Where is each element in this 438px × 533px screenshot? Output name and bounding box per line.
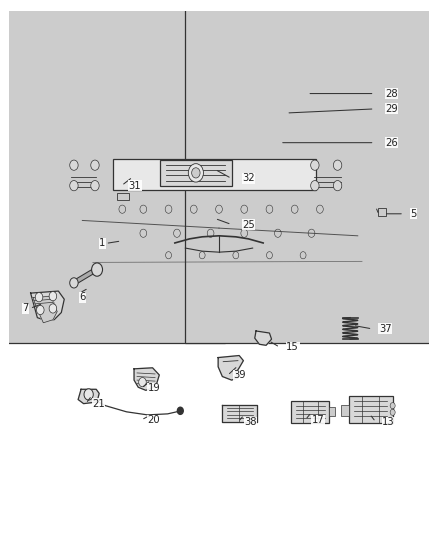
Polygon shape	[78, 389, 99, 403]
Text: 6: 6	[79, 292, 86, 302]
Circle shape	[300, 252, 306, 259]
Circle shape	[49, 304, 57, 313]
Bar	[160, 160, 232, 185]
Circle shape	[173, 229, 180, 237]
Text: 26: 26	[385, 138, 398, 148]
Circle shape	[91, 160, 99, 171]
Circle shape	[139, 377, 146, 387]
Text: 20: 20	[148, 415, 160, 425]
Text: 5: 5	[410, 209, 417, 219]
Text: 37: 37	[379, 324, 392, 334]
Bar	[378, 208, 386, 216]
Circle shape	[36, 305, 44, 314]
Circle shape	[177, 407, 183, 414]
Bar	[291, 401, 329, 423]
Circle shape	[241, 229, 247, 237]
Text: 7: 7	[22, 303, 28, 313]
Text: 25: 25	[242, 220, 255, 230]
Bar	[113, 159, 316, 190]
Circle shape	[311, 160, 319, 171]
Text: 32: 32	[242, 173, 255, 183]
Polygon shape	[31, 291, 64, 321]
Circle shape	[333, 160, 342, 171]
Polygon shape	[134, 368, 159, 390]
Polygon shape	[54, 196, 385, 279]
Text: 1: 1	[99, 238, 106, 248]
Circle shape	[275, 229, 281, 237]
Bar	[329, 407, 336, 416]
Circle shape	[70, 278, 78, 288]
Text: 31: 31	[129, 181, 141, 191]
FancyBboxPatch shape	[0, 3, 225, 343]
Circle shape	[92, 263, 102, 276]
Circle shape	[390, 409, 395, 415]
FancyBboxPatch shape	[184, 3, 438, 343]
Polygon shape	[42, 78, 350, 149]
Circle shape	[266, 205, 273, 213]
Text: 38: 38	[244, 417, 257, 427]
Circle shape	[308, 229, 315, 237]
Polygon shape	[85, 118, 96, 132]
Text: 19: 19	[148, 383, 160, 393]
Text: 13: 13	[382, 417, 395, 427]
Circle shape	[91, 181, 99, 191]
Circle shape	[207, 229, 214, 237]
Circle shape	[291, 205, 298, 213]
Circle shape	[317, 205, 323, 213]
Text: 29: 29	[385, 104, 398, 114]
Bar	[117, 193, 129, 200]
Circle shape	[192, 168, 200, 178]
Circle shape	[390, 402, 395, 409]
Polygon shape	[255, 331, 272, 345]
Text: 21: 21	[92, 399, 105, 409]
Polygon shape	[223, 405, 257, 422]
Polygon shape	[108, 203, 341, 266]
Polygon shape	[33, 296, 55, 317]
Text: 39: 39	[234, 370, 246, 381]
Circle shape	[166, 252, 172, 259]
Circle shape	[70, 160, 78, 171]
Circle shape	[140, 229, 147, 237]
Circle shape	[233, 252, 239, 259]
Text: 28: 28	[385, 88, 398, 99]
Circle shape	[119, 205, 126, 213]
Circle shape	[266, 252, 272, 259]
Bar	[349, 396, 392, 423]
Text: 15: 15	[286, 342, 299, 352]
Bar	[341, 405, 349, 416]
Circle shape	[165, 205, 172, 213]
Polygon shape	[34, 299, 56, 320]
Text: 17: 17	[311, 415, 324, 425]
Circle shape	[188, 164, 203, 182]
Circle shape	[333, 181, 342, 191]
Circle shape	[311, 181, 319, 191]
Circle shape	[49, 292, 57, 301]
Circle shape	[35, 293, 43, 302]
Circle shape	[140, 205, 147, 213]
Circle shape	[70, 181, 78, 191]
Circle shape	[199, 252, 205, 259]
Polygon shape	[218, 356, 244, 380]
Circle shape	[215, 205, 223, 213]
Circle shape	[241, 205, 247, 213]
Polygon shape	[35, 302, 57, 323]
Circle shape	[84, 389, 93, 400]
Circle shape	[191, 205, 197, 213]
